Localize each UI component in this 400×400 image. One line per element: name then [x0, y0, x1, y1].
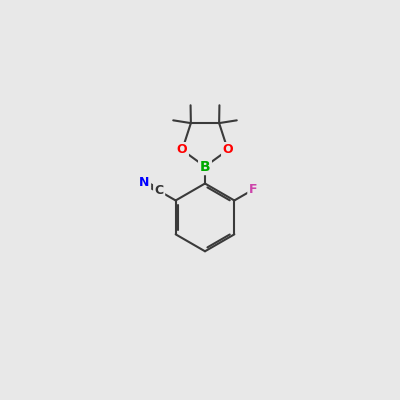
Text: B: B [200, 160, 210, 174]
Text: O: O [177, 144, 188, 156]
Text: O: O [222, 144, 233, 156]
Text: F: F [249, 183, 257, 196]
Text: C: C [154, 184, 164, 198]
Text: N: N [139, 176, 150, 189]
